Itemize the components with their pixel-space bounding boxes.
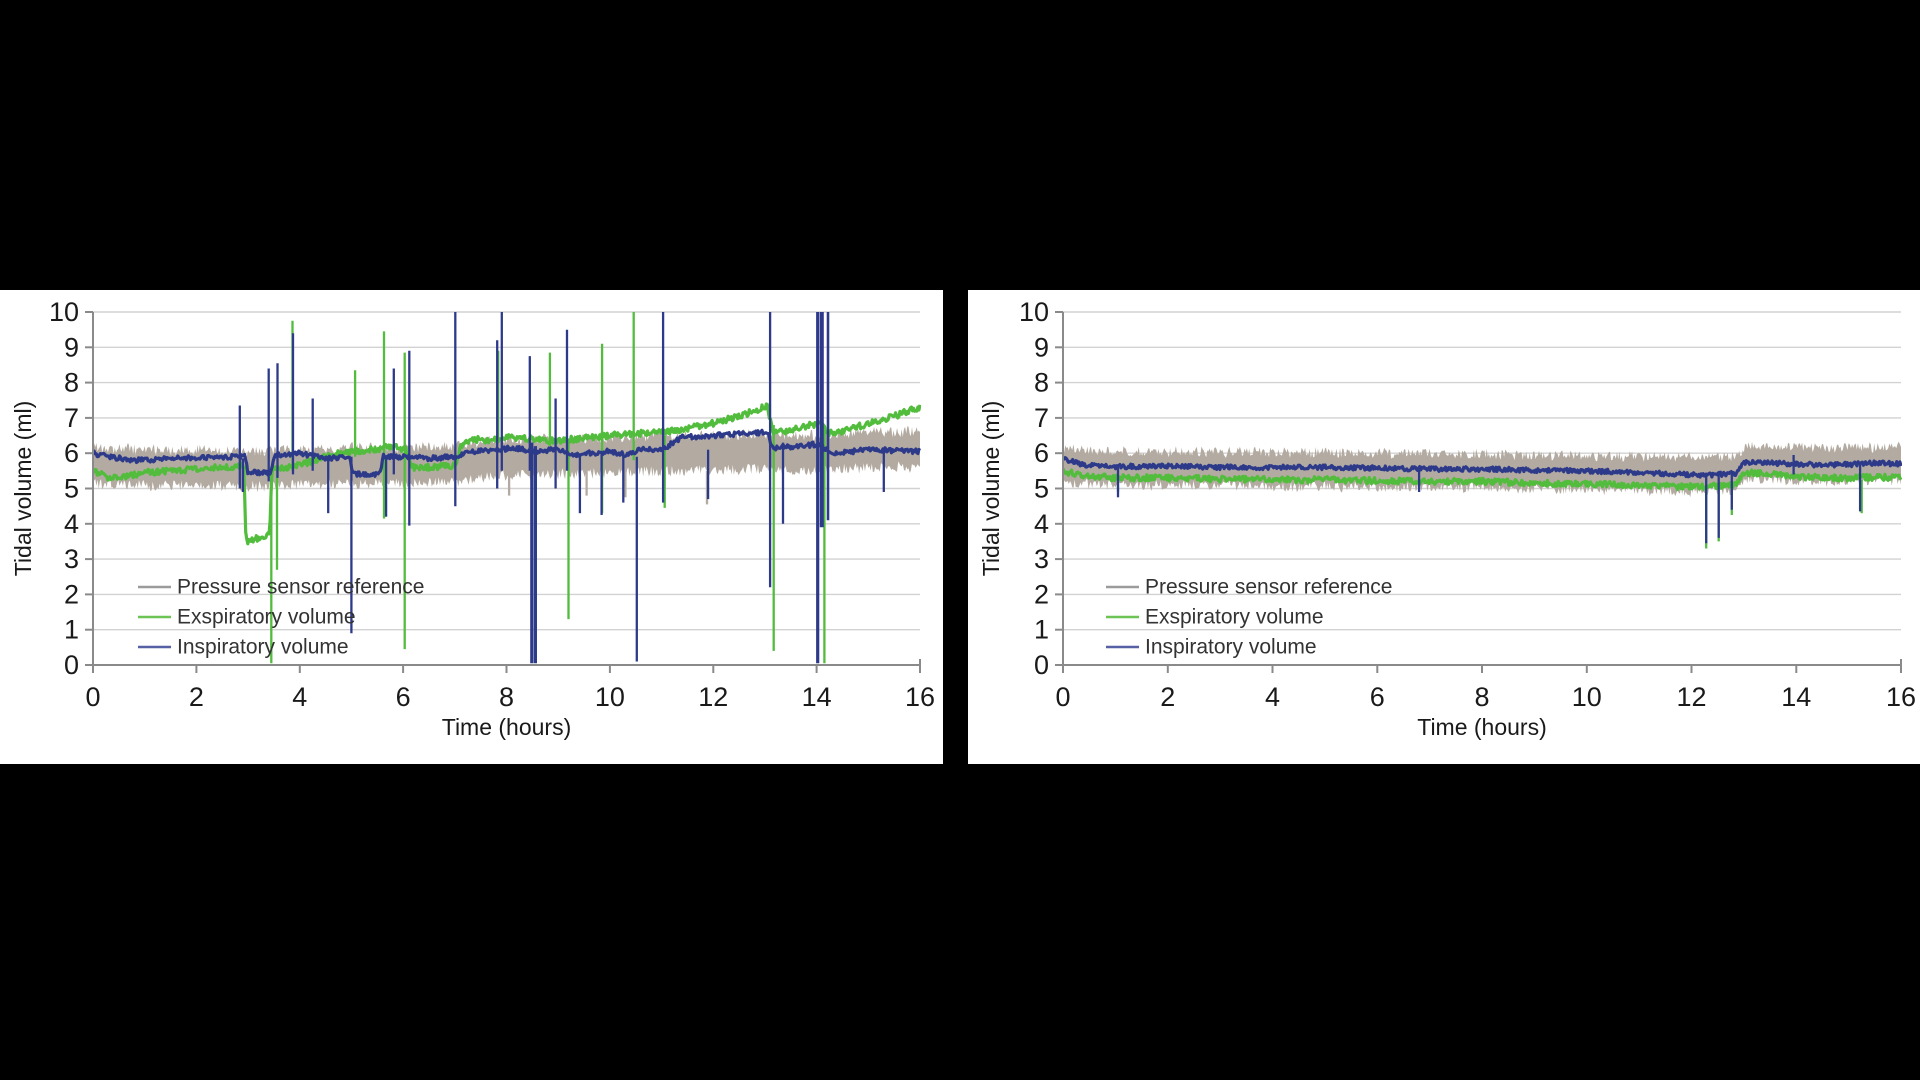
y-tick-label: 4 bbox=[1034, 509, 1049, 539]
y-tick-label: 2 bbox=[64, 579, 79, 609]
legend-label: Inspiratory volume bbox=[177, 636, 349, 659]
legend-label: Pressure sensor reference bbox=[177, 576, 424, 599]
x-tick-label: 8 bbox=[499, 682, 514, 712]
y-tick-label: 9 bbox=[64, 332, 79, 362]
legend-item-inspiratory-volume: Inspiratory volume bbox=[1106, 636, 1317, 659]
x-tick-label: 6 bbox=[396, 682, 411, 712]
series-inspiratory-volume bbox=[1062, 456, 1902, 479]
y-axis-title: Tidal volume (ml) bbox=[10, 401, 36, 577]
y-tick-label: 1 bbox=[1034, 615, 1049, 645]
x-tick-label: 0 bbox=[85, 682, 100, 712]
y-tick-label: 5 bbox=[1034, 474, 1049, 504]
y-tick-label: 0 bbox=[64, 650, 79, 680]
series-exspiratory-volume bbox=[92, 402, 921, 546]
legend-label: Pressure sensor reference bbox=[1145, 576, 1392, 599]
y-tick-label: 10 bbox=[49, 297, 79, 327]
series-layer bbox=[1062, 441, 1902, 549]
y-tick-label: 9 bbox=[1034, 332, 1049, 362]
y-tick-label: 5 bbox=[64, 474, 79, 504]
legend-item-exspiratory-volume: Exspiratory volume bbox=[138, 606, 356, 629]
legend-label: Exspiratory volume bbox=[1145, 606, 1324, 629]
legend-item-exspiratory-volume: Exspiratory volume bbox=[1106, 606, 1324, 629]
legend-label: Exspiratory volume bbox=[177, 606, 356, 629]
x-tick-label: 12 bbox=[1676, 682, 1706, 712]
legend-label: Inspiratory volume bbox=[1145, 636, 1317, 659]
series-exspiratory-volume bbox=[1062, 467, 1902, 492]
y-tick-label: 0 bbox=[1034, 650, 1049, 680]
y-tick-label: 7 bbox=[64, 403, 79, 433]
x-axis-title: Time (hours) bbox=[442, 714, 572, 740]
y-tick-label: 6 bbox=[64, 438, 79, 468]
y-tick-label: 4 bbox=[64, 509, 79, 539]
x-tick-label: 10 bbox=[1572, 682, 1602, 712]
x-tick-label: 16 bbox=[905, 682, 935, 712]
y-tick-label: 1 bbox=[64, 615, 79, 645]
x-tick-label: 2 bbox=[1160, 682, 1175, 712]
y-tick-label: 8 bbox=[64, 368, 79, 398]
y-tick-label: 7 bbox=[1034, 403, 1049, 433]
x-tick-label: 4 bbox=[1265, 682, 1280, 712]
y-tick-label: 2 bbox=[1034, 579, 1049, 609]
x-tick-label: 14 bbox=[1781, 682, 1811, 712]
x-tick-label: 8 bbox=[1474, 682, 1489, 712]
legend-item-pressure-sensor-reference: Pressure sensor reference bbox=[1106, 576, 1392, 599]
x-tick-label: 12 bbox=[698, 682, 728, 712]
x-tick-label: 0 bbox=[1055, 682, 1070, 712]
y-tick-label: 6 bbox=[1034, 438, 1049, 468]
x-tick-label: 10 bbox=[595, 682, 625, 712]
series-pressure-sensor-reference bbox=[93, 426, 920, 493]
x-tick-label: 4 bbox=[292, 682, 307, 712]
x-tick-label: 16 bbox=[1886, 682, 1916, 712]
y-tick-label: 3 bbox=[1034, 544, 1049, 574]
x-tick-label: 6 bbox=[1370, 682, 1385, 712]
y-tick-label: 10 bbox=[1019, 297, 1049, 327]
x-axis-title: Time (hours) bbox=[1417, 714, 1547, 740]
series-inspiratory-volume bbox=[92, 428, 921, 478]
chart-panel-left: 0 1 2 3 4 5 6 7 8 9 10 0 2 4 6 8 10 12 14 16 Tidal volume (m… bbox=[0, 290, 943, 764]
chart-panel-right: 0 1 2 3 4 5 6 7 8 9 10 0 2 4 6 8 10 12 14 16 Tidal volume (m… bbox=[968, 290, 1920, 764]
y-tick-label: 3 bbox=[64, 544, 79, 574]
y-tick-label: 8 bbox=[1034, 368, 1049, 398]
legend-item-pressure-sensor-reference: Pressure sensor reference bbox=[138, 576, 424, 599]
series-layer bbox=[92, 312, 921, 664]
y-axis-title: Tidal volume (ml) bbox=[978, 401, 1004, 577]
x-tick-label: 2 bbox=[189, 682, 204, 712]
x-tick-label: 14 bbox=[802, 682, 832, 712]
legend-item-inspiratory-volume: Inspiratory volume bbox=[138, 636, 349, 659]
